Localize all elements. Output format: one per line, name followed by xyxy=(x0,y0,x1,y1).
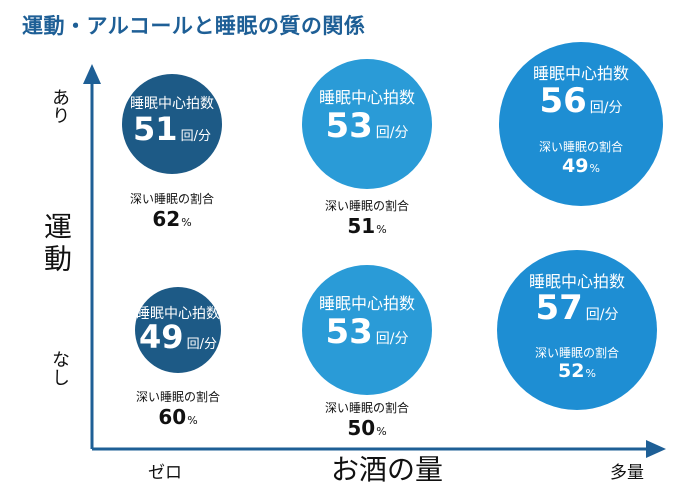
deep-sleep-value: 49 xyxy=(562,155,589,178)
deep-sleep-label: 深い睡眠の割合 xyxy=(129,192,214,206)
x-axis-label: お酒の量 xyxy=(331,453,444,486)
deep-sleep-row: 50% xyxy=(297,416,437,440)
heart-rate-value: 53 xyxy=(325,105,373,146)
heart-rate-row: 56 回/分 xyxy=(499,81,663,121)
deep-sleep-row: 52% xyxy=(497,360,657,382)
heart-rate-unit: 回/分 xyxy=(589,100,623,117)
percent-sign: % xyxy=(181,216,192,229)
deep-sleep-value: 60 xyxy=(158,405,187,429)
deep-sleep-label: 深い睡眠の割合 xyxy=(135,390,220,404)
percent-sign: % xyxy=(376,425,387,438)
heart-rate-value: 53 xyxy=(325,311,373,352)
deep-sleep-value: 51 xyxy=(347,214,376,238)
deep-sleep-block: 深い睡眠の割合 51% xyxy=(297,197,437,238)
deep-sleep-value: 50 xyxy=(347,416,376,440)
deep-sleep-label: 深い睡眠の割合 xyxy=(324,199,409,213)
heart-rate-row: 57 回/分 xyxy=(497,288,657,328)
heart-rate-value: 49 xyxy=(139,317,184,356)
bubble: 睡眠中心拍数 53 回/分 xyxy=(302,59,432,189)
y-axis-arrow xyxy=(83,64,101,84)
heart-rate-unit: 回/分 xyxy=(585,307,619,324)
heart-rate-label: 睡眠中心拍数 xyxy=(532,64,629,84)
deep-sleep-value: 52 xyxy=(558,360,585,383)
heart-rate-value: 51 xyxy=(133,110,178,148)
heart-rate-row: 53 回/分 xyxy=(302,106,432,146)
heart-rate-unit: 回/分 xyxy=(375,124,409,141)
heart-rate-value: 57 xyxy=(535,288,583,329)
deep-sleep-row: 49% xyxy=(499,155,663,177)
x-axis-right-label: 多量 xyxy=(610,463,644,483)
heart-rate-label: 睡眠中心拍数 xyxy=(130,96,214,112)
heart-rate-label: 睡眠中心拍数 xyxy=(318,87,415,107)
heart-rate-row: 51 回/分 xyxy=(122,110,222,148)
deep-sleep-label: 深い睡眠の割合 xyxy=(534,345,619,360)
x-axis-arrow xyxy=(646,440,666,458)
heart-rate-label: 睡眠中心拍数 xyxy=(318,293,415,313)
deep-sleep-label: 深い睡眠の割合 xyxy=(538,139,623,154)
bubble: 睡眠中心拍数 51 回/分 xyxy=(122,74,222,174)
y-axis-label: 運動 xyxy=(40,212,73,276)
deep-sleep-row: 60% xyxy=(108,405,248,429)
heart-rate-unit: 回/分 xyxy=(375,330,409,347)
heart-rate-row: 49 回/分 xyxy=(135,318,221,356)
bubble: 睡眠中心拍数 53 回/分 xyxy=(302,265,432,395)
y-axis-top-label: あり xyxy=(49,88,70,124)
deep-sleep-row: 51% xyxy=(297,214,437,238)
bubble: 睡眠中心拍数 56 回/分深い睡眠の割合 49% xyxy=(499,42,663,206)
y-axis-bottom-label: なし xyxy=(49,350,70,386)
heart-rate-label: 睡眠中心拍数 xyxy=(136,306,220,323)
chart-title: 運動・アルコールと睡眠の質の関係 xyxy=(22,14,366,38)
deep-sleep-value: 62 xyxy=(152,207,181,231)
percent-sign: % xyxy=(376,223,387,236)
heart-rate-unit: 回/分 xyxy=(180,129,211,144)
heart-rate-value: 56 xyxy=(539,81,587,122)
percent-sign: % xyxy=(585,367,596,381)
deep-sleep-block: 深い睡眠の割合 60% xyxy=(108,388,248,429)
deep-sleep-row: 62% xyxy=(102,207,242,231)
heart-rate-label: 睡眠中心拍数 xyxy=(528,271,625,291)
heart-rate-unit: 回/分 xyxy=(186,336,217,352)
deep-sleep-label: 深い睡眠の割合 xyxy=(324,401,409,415)
percent-sign: % xyxy=(589,162,600,176)
bubble: 睡眠中心拍数 57 回/分深い睡眠の割合 52% xyxy=(497,250,657,410)
percent-sign: % xyxy=(187,414,198,427)
bubble: 睡眠中心拍数 49 回/分 xyxy=(135,287,221,373)
deep-sleep-block: 深い睡眠の割合 50% xyxy=(297,399,437,440)
heart-rate-row: 53 回/分 xyxy=(302,312,432,352)
x-axis-left-label: ゼロ xyxy=(148,463,182,483)
deep-sleep-block: 深い睡眠の割合 62% xyxy=(102,190,242,231)
